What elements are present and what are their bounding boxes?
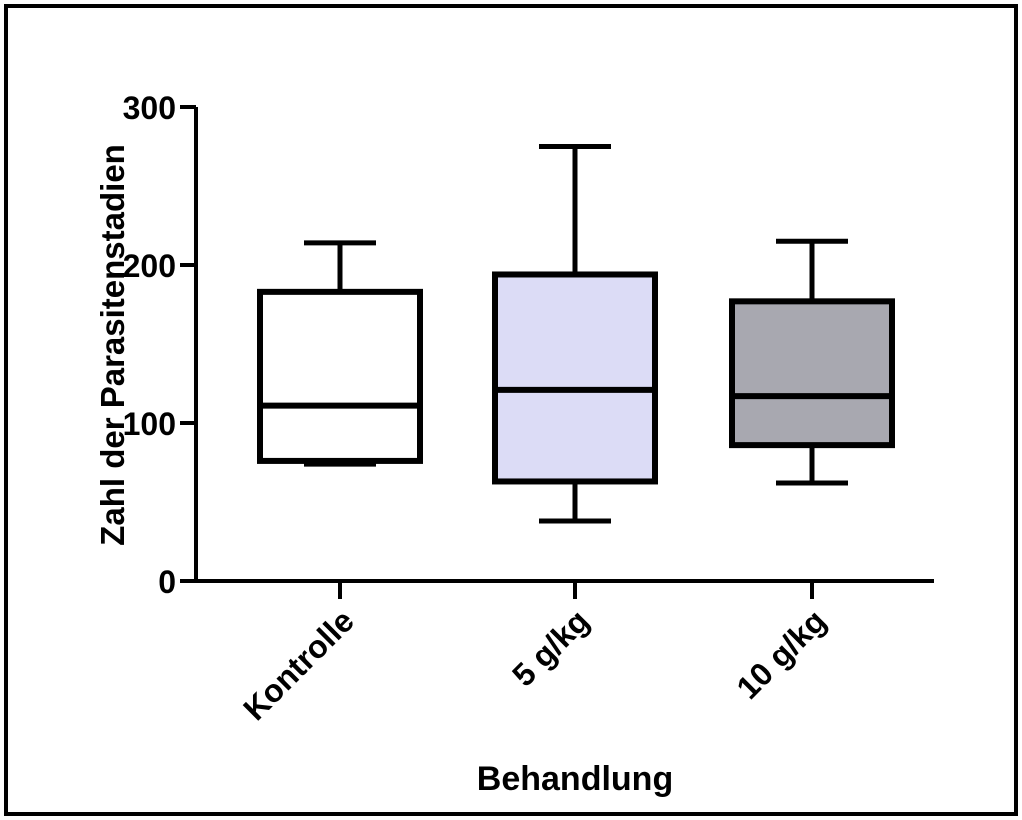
y-axis-label: Zahl der Parasitenstadien	[94, 144, 131, 546]
box	[257, 288, 423, 464]
y-tick-label: 200	[123, 248, 176, 284]
box	[729, 298, 895, 449]
y-tick-label: 100	[123, 406, 176, 442]
box	[492, 271, 658, 485]
y-tick-label: 300	[123, 90, 176, 126]
y-tick-label: 0	[158, 564, 176, 600]
x-axis-label: Behandlung	[477, 760, 673, 798]
